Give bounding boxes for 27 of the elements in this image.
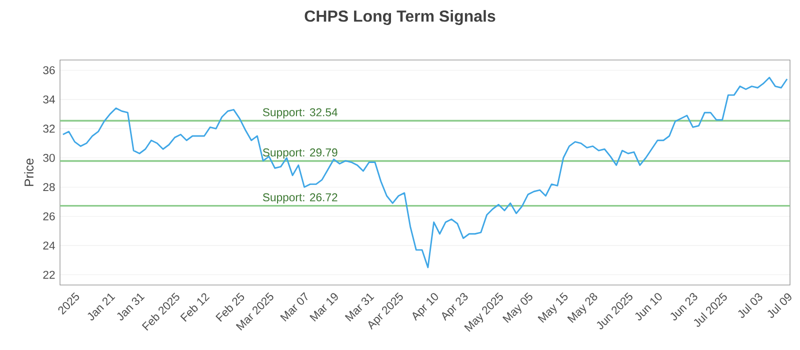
y-tick-label: 26 (43, 212, 55, 220)
x-tick-label: Mar 07 (280, 292, 308, 322)
x-tick-label: Jul 09 (768, 293, 792, 318)
y-tick-label: 30 (43, 154, 55, 162)
x-tick-label: Feb 12 (180, 293, 210, 322)
chart-title: CHPS Long Term Signals (304, 10, 496, 26)
x-tick-label: Apr 10 (412, 293, 438, 321)
x-tick-label: May 05 (502, 292, 532, 323)
y-axis-title: Price (24, 158, 34, 186)
y-tick-label: 36 (43, 66, 55, 74)
ref-line-label: Support: 32.54 (262, 108, 338, 119)
x-tick-label: Mar 19 (310, 293, 338, 322)
y-tick-label: 22 (43, 270, 55, 279)
x-tick-label: Jul 03 (738, 293, 762, 318)
y-tick-label: 34 (43, 95, 55, 104)
x-tick-label: Jun 23 (670, 293, 698, 320)
x-tick-label: Jan 31 (117, 293, 145, 320)
x-tick-label: Jan 21 (88, 293, 116, 320)
ref-line-label: Support: 26.72 (262, 193, 338, 204)
x-tick-label: Jun 10 (635, 293, 662, 320)
y-tick-label: 32 (43, 124, 55, 133)
ref-line-label: Support: 29.79 (262, 148, 338, 159)
y-tick-label: 28 (43, 183, 55, 192)
x-tick-label: May 15 (538, 292, 568, 323)
x-tick-label: May 28 (567, 293, 598, 323)
y-tick-label: 24 (43, 242, 55, 250)
x-tick-label: Apr 23 (442, 293, 468, 321)
